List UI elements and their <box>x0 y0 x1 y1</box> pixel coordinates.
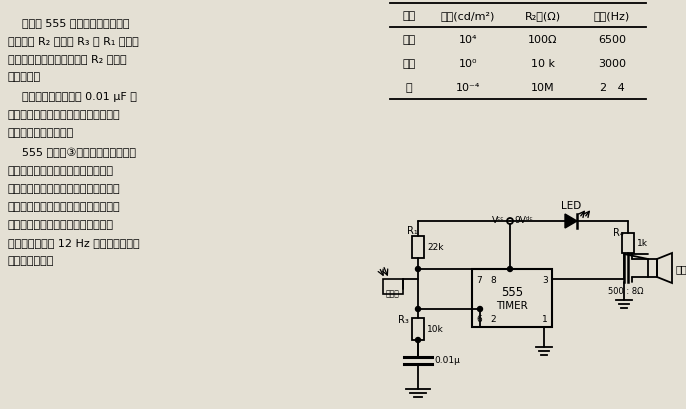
Text: 定时电阻和定时电容 0.01 μF 确: 定时电阻和定时电容 0.01 μF 确 <box>8 92 137 102</box>
Text: LED: LED <box>561 200 581 211</box>
Circle shape <box>416 338 421 343</box>
Bar <box>412 236 424 258</box>
Text: 10M: 10M <box>531 83 555 93</box>
Text: 提供可视信号。: 提供可视信号。 <box>8 255 54 265</box>
Text: 为定时电阻，而光敏管内阻 R₂ 却随光: 为定时电阻，而光敏管内阻 R₂ 却随光 <box>8 54 127 64</box>
Text: 555: 555 <box>501 286 523 299</box>
Text: 7: 7 <box>476 275 482 284</box>
Text: 2   4: 2 4 <box>600 83 624 93</box>
Polygon shape <box>565 214 577 229</box>
Text: 定时器 555 构成脉冲振荡器，光: 定时器 555 构成脉冲振荡器，光 <box>8 18 130 28</box>
Text: 1: 1 <box>542 314 548 323</box>
Text: 管，在频率低于 12 Hz 时，发出闪烁，: 管，在频率低于 12 Hz 时，发出闪烁， <box>8 237 140 247</box>
Text: 敏管内阻 R₂ 及电阻 R₃ 和 R₁ 一起作: 敏管内阻 R₂ 及电阻 R₃ 和 R₁ 一起作 <box>8 36 139 46</box>
Text: 光强(cd/m²): 光强(cd/m²) <box>441 11 495 21</box>
Text: R₁: R₁ <box>407 225 418 236</box>
Text: 景物: 景物 <box>403 11 416 21</box>
Text: 500 : 8Ω: 500 : 8Ω <box>608 286 643 295</box>
Text: 100Ω: 100Ω <box>528 35 558 45</box>
Text: 8: 8 <box>490 275 496 284</box>
Text: 9Vᵈᶜ: 9Vᵈᶜ <box>514 216 533 225</box>
Text: 6500: 6500 <box>598 35 626 45</box>
Text: 10⁰: 10⁰ <box>459 59 477 69</box>
Bar <box>472 270 552 327</box>
Circle shape <box>416 307 421 312</box>
Text: 定振荡器频率。所以，当光强变化时，: 定振荡器频率。所以，当光强变化时， <box>8 110 121 120</box>
Text: R₄: R₄ <box>613 227 624 237</box>
Text: 光电池: 光电池 <box>386 288 400 297</box>
Text: 较暗: 较暗 <box>403 59 416 69</box>
Bar <box>383 279 403 294</box>
Bar <box>622 234 634 254</box>
Text: 2: 2 <box>490 314 495 323</box>
Text: R₂值(Ω): R₂值(Ω) <box>525 11 561 21</box>
Text: 22k: 22k <box>427 243 444 252</box>
Circle shape <box>416 267 421 272</box>
Text: R₃: R₃ <box>398 314 409 324</box>
Text: 1k: 1k <box>637 239 648 248</box>
Text: 3: 3 <box>542 275 548 284</box>
Text: 555 输出端③的脉冲信号，经变压: 555 输出端③的脉冲信号，经变压 <box>8 148 136 158</box>
Text: 6: 6 <box>476 314 482 323</box>
Text: 3000: 3000 <box>598 59 626 69</box>
Text: 音调的高低，可以判别光的强弱。音调: 音调的高低，可以判别光的强弱。音调 <box>8 184 121 193</box>
Circle shape <box>477 307 482 312</box>
Text: 明亮: 明亮 <box>403 35 416 45</box>
Text: 0.01μ: 0.01μ <box>434 356 460 364</box>
Text: 振荡器频率随之变化。: 振荡器频率随之变化。 <box>8 128 74 138</box>
Text: 强而变化。: 强而变化。 <box>8 72 41 82</box>
Text: 扬声器: 扬声器 <box>676 263 686 273</box>
Text: 10⁴: 10⁴ <box>459 35 477 45</box>
Text: 器后驱动扬声器发出声响，通过监听: 器后驱动扬声器发出声响，通过监听 <box>8 166 114 175</box>
Bar <box>648 259 657 277</box>
Text: 光线较强。与变压器串联的发光二极: 光线较强。与变压器串联的发光二极 <box>8 220 114 229</box>
Text: 低沉，说明光线较弱；音调高亢，说明: 低沉，说明光线较弱；音调高亢，说明 <box>8 202 121 211</box>
Bar <box>412 318 424 340</box>
Text: 10 k: 10 k <box>531 59 555 69</box>
Text: TIMER: TIMER <box>496 300 528 310</box>
Circle shape <box>508 267 512 272</box>
Text: 10k: 10k <box>427 325 444 334</box>
Text: Vᶜᶜ: Vᶜᶜ <box>493 216 505 225</box>
Text: 暗: 暗 <box>405 83 412 93</box>
Text: 频率(Hz): 频率(Hz) <box>594 11 630 21</box>
Text: 10⁻⁴: 10⁻⁴ <box>456 83 480 93</box>
